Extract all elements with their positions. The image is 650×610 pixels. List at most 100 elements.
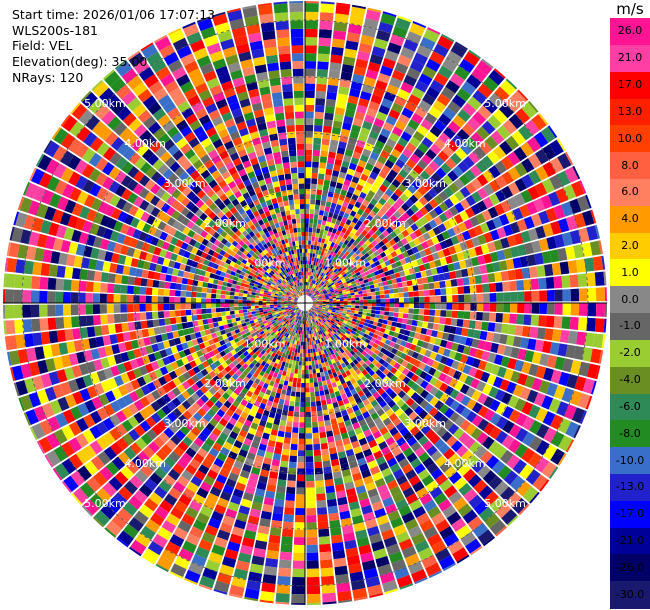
range-gate-cell	[293, 356, 297, 361]
range-gate-cell	[325, 244, 331, 250]
range-gate-cell	[299, 406, 305, 413]
range-gate-cell	[382, 121, 394, 132]
range-gate-cell	[386, 264, 393, 271]
range-gate-cell	[344, 268, 349, 274]
range-gate-cell	[305, 406, 311, 413]
range-gate-cell	[394, 298, 400, 303]
range-gate-cell	[463, 219, 474, 230]
range-gate-cell	[452, 165, 464, 178]
range-gate-cell	[250, 303, 255, 306]
range-gate-cell	[305, 183, 311, 189]
range-gate-cell	[468, 247, 477, 258]
range-gate-cell	[336, 301, 341, 303]
range-gate-cell	[355, 297, 360, 301]
range-gate-cell	[461, 327, 469, 337]
range-gate-cell	[284, 376, 290, 382]
range-gate-cell	[418, 73, 433, 86]
range-gate-cell	[262, 305, 267, 308]
range-gate-cell	[430, 267, 438, 276]
range-gate-cell	[305, 204, 310, 209]
range-gate-cell	[318, 536, 331, 545]
range-gate-cell	[391, 164, 402, 174]
range-gate-cell	[310, 295, 314, 298]
range-gate-cell	[472, 111, 487, 126]
range-gate-cell	[331, 247, 336, 253]
range-gate-cell	[312, 227, 317, 233]
range-gate-cell	[542, 340, 552, 354]
range-gate-cell	[372, 256, 379, 263]
range-gate-cell	[325, 299, 330, 301]
range-gate-cell	[313, 218, 318, 224]
range-gate-cell	[180, 316, 188, 323]
range-gate-cell	[546, 303, 555, 315]
range-gate-cell	[584, 257, 595, 272]
range-gate-cell	[389, 231, 397, 239]
range-gate-cell	[272, 512, 283, 522]
range-gate-cell	[340, 205, 347, 213]
range-gate-cell	[316, 372, 321, 378]
range-gate-cell	[319, 303, 323, 305]
range-gate-cell	[538, 238, 550, 252]
range-gate-cell	[332, 170, 340, 177]
range-gate-cell	[266, 306, 271, 310]
range-gate-cell	[362, 120, 373, 131]
range-gate-cell	[344, 256, 349, 262]
range-gate-cell	[327, 84, 338, 94]
range-gate-cell	[307, 260, 310, 265]
range-gate-cell	[369, 151, 380, 161]
range-gate-cell	[483, 183, 495, 196]
range-gate-cell	[307, 345, 310, 350]
range-gate-cell	[388, 206, 397, 215]
range-gate-cell	[310, 294, 313, 298]
range-gate-cell	[410, 223, 419, 232]
range-gate-cell	[305, 124, 314, 132]
range-gate-cell	[408, 240, 416, 249]
range-gate-cell	[283, 404, 289, 411]
range-gate-cell	[369, 284, 375, 289]
range-gate-cell	[319, 162, 327, 169]
range-gate-cell	[47, 317, 57, 330]
range-gate-cell	[344, 251, 350, 257]
range-gate-cell	[293, 552, 305, 561]
range-gate-cell	[489, 292, 497, 302]
range-gate-cell	[229, 310, 235, 315]
range-gate-cell	[409, 169, 420, 180]
range-gate-cell	[514, 268, 524, 280]
range-gate-cell	[312, 298, 316, 301]
range-gate-cell	[370, 288, 376, 293]
range-gate-cell	[300, 401, 305, 407]
range-gate-cell	[295, 396, 301, 402]
range-gate-cell	[239, 313, 244, 317]
range-gate-cell	[295, 391, 301, 397]
range-gate-cell	[325, 304, 330, 306]
range-gate-cell	[370, 246, 377, 253]
range-gate-cell	[364, 207, 372, 215]
range-gate-cell	[201, 303, 207, 309]
range-gate-cell	[363, 252, 370, 259]
range-gate-cell	[48, 330, 59, 344]
range-gate-cell	[318, 305, 323, 308]
range-gate-cell	[499, 140, 513, 155]
range-gate-cell	[292, 360, 296, 365]
range-gate-cell	[405, 174, 415, 184]
range-gate-cell	[296, 387, 301, 393]
range-gate-cell	[291, 386, 297, 392]
range-gate-cell	[347, 214, 354, 222]
range-gate-cell	[297, 450, 305, 457]
range-gate-cell	[225, 311, 231, 316]
range-gate-cell	[470, 131, 484, 146]
range-gate-cell	[384, 294, 390, 299]
range-gate-cell	[343, 115, 354, 125]
range-gate-cell	[598, 240, 603, 255]
range-gate-cell	[307, 285, 309, 289]
range-gate-cell	[553, 276, 563, 289]
range-gate-cell	[393, 293, 399, 298]
range-gate-cell	[294, 406, 300, 412]
range-gate-cell	[533, 198, 546, 213]
range-gate-cell	[192, 320, 199, 327]
range-gate-cell	[471, 67, 487, 83]
range-gate-cell	[395, 260, 402, 267]
range-gate-cell	[284, 507, 295, 515]
range-gate-cell	[313, 443, 321, 451]
range-gate-cell	[383, 91, 396, 102]
